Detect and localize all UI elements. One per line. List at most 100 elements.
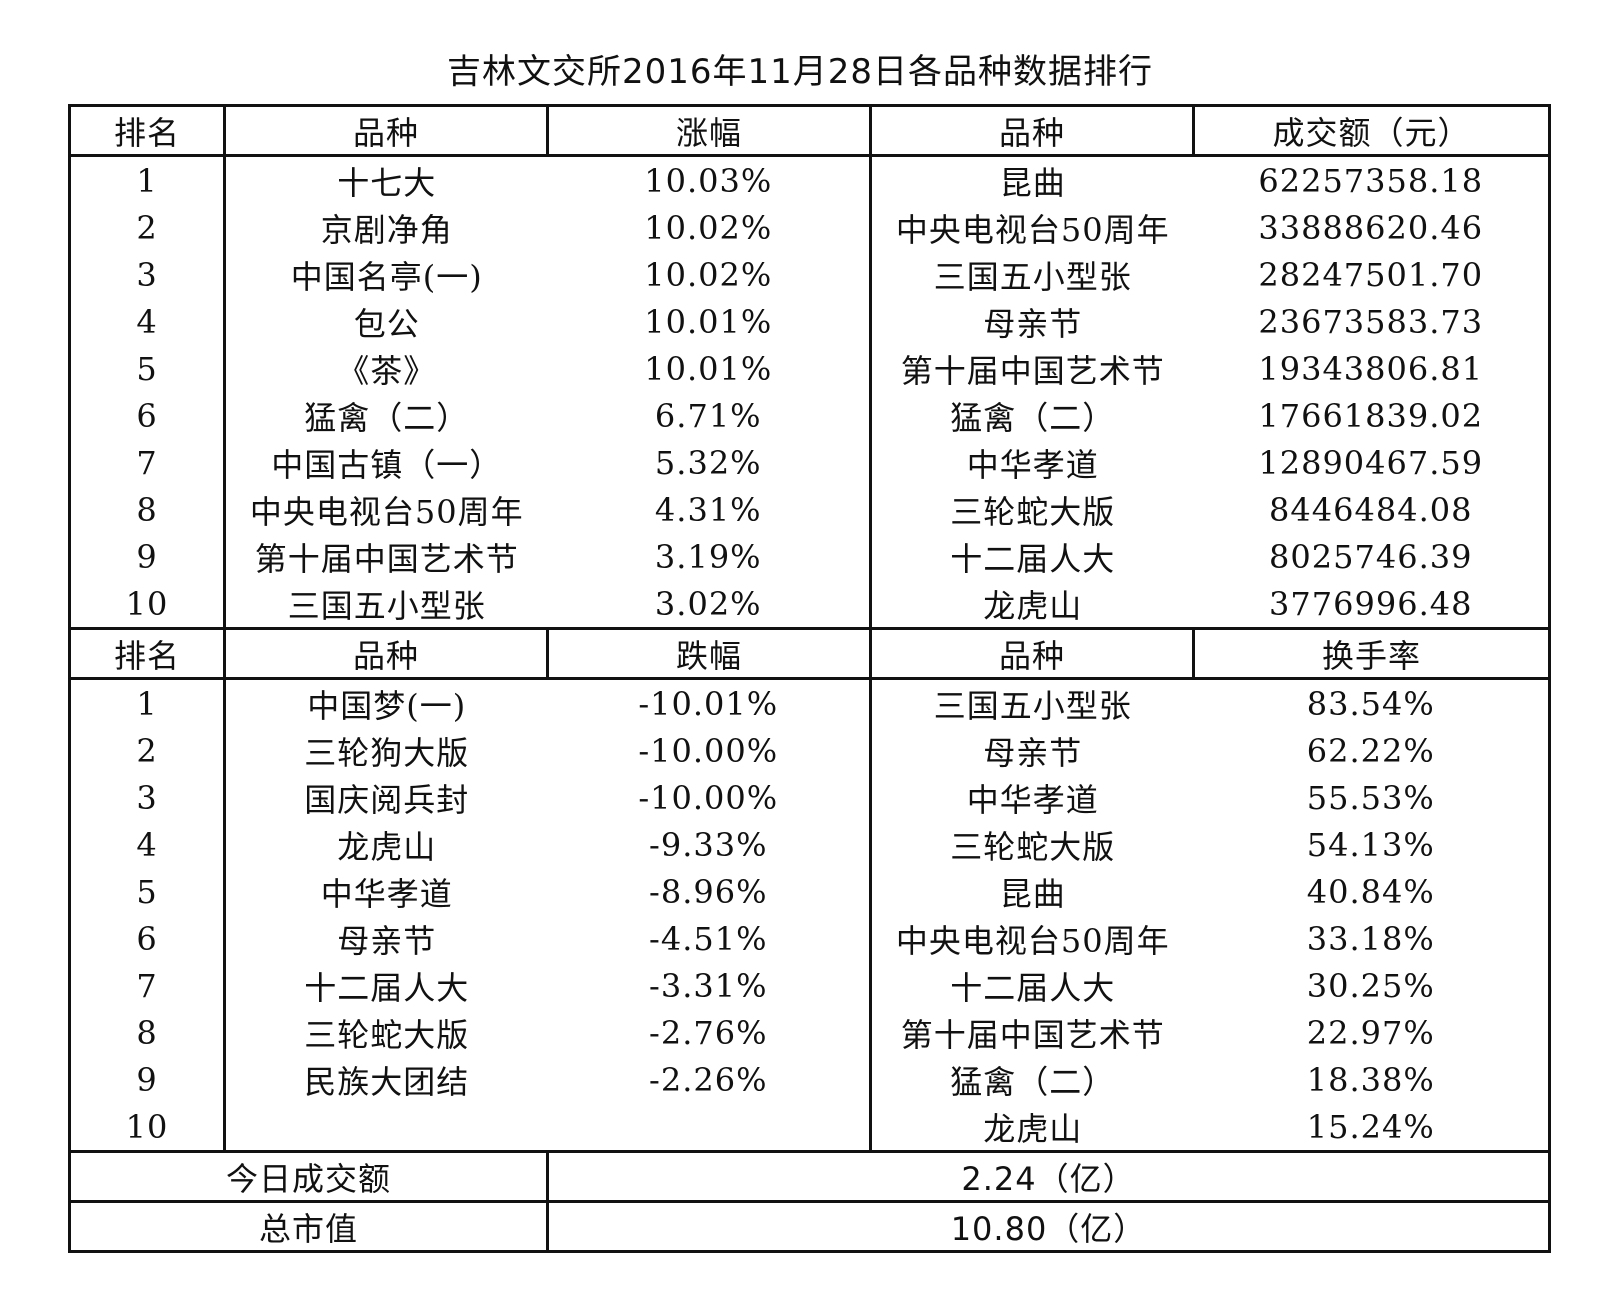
change-cell: 10.03% xyxy=(644,161,773,200)
table-row: 10 龙虎山 15.24% xyxy=(68,1103,1551,1153)
variety-cell: 中国名亭(一) xyxy=(223,251,548,298)
variety-cell: 十二届人大 xyxy=(223,962,548,1009)
value-cell: 33888620.46 xyxy=(1193,204,1551,251)
value-cell: 28247501.70 xyxy=(1193,251,1551,298)
table-row: 7 十二届人大 -3.31% 十二届人大 30.25% xyxy=(68,962,1551,1009)
table-row: 3 中国名亭(一) 10.02% 三国五小型张 28247501.70 xyxy=(68,251,1551,298)
variety-cell: 中华孝道 xyxy=(869,439,1194,486)
summary-value: 10.80（亿） xyxy=(546,1201,1551,1253)
change-cell: 4.31% xyxy=(654,490,762,529)
value-cell: 30.25% xyxy=(1193,962,1551,1009)
variety-cell: 昆曲 xyxy=(869,868,1194,915)
value-cell: 55.53% xyxy=(1193,774,1551,821)
variety-cell: 中央电视台50周年 xyxy=(869,915,1194,962)
value-cell: 40.84% xyxy=(1193,868,1551,915)
change-cell: -2.26% xyxy=(649,1060,768,1099)
rank-cell: 7 xyxy=(68,439,225,486)
rank-cell: 6 xyxy=(68,392,225,439)
summary-value: 2.24（亿） xyxy=(546,1151,1551,1203)
variety-cell: 三轮狗大版 xyxy=(223,727,548,774)
value-cell: 62.22% xyxy=(1193,727,1551,774)
rank-cell: 5 xyxy=(68,868,225,915)
value-header: 成交额（元） xyxy=(1192,104,1551,157)
variety-cell: 中华孝道 xyxy=(869,774,1194,821)
variety-cell: 十二届人大 xyxy=(869,962,1194,1009)
ranking-table-body: 排名 品种 涨幅 品种 成交额（元） 1 十七大 10.03% 昆曲 62257358.18 2 京剧… xyxy=(68,104,1551,1253)
variety-cell: 中央电视台50周年 xyxy=(223,486,548,533)
variety-cell: 母亲节 xyxy=(869,727,1194,774)
table-row: 1 十七大 10.03% 昆曲 62257358.18 xyxy=(68,155,1551,204)
variety-header: 品种 xyxy=(223,104,548,157)
change-cell: -8.96% xyxy=(649,872,768,911)
table-row: 4 龙虎山 -9.33% 三轮蛇大版 54.13% xyxy=(68,821,1551,868)
rank-cell: 8 xyxy=(68,1009,225,1056)
change-cell: -10.00% xyxy=(638,778,779,817)
variety-cell: 三国五小型张 xyxy=(869,251,1194,298)
rank-cell: 3 xyxy=(68,251,225,298)
rank-cell: 5 xyxy=(68,345,225,392)
rank-cell: 2 xyxy=(68,204,225,251)
rank-cell: 7 xyxy=(68,962,225,1009)
rank-cell: 9 xyxy=(68,1056,225,1103)
change-cell: 10.01% xyxy=(644,302,773,341)
variety-cell: 猛禽（二） xyxy=(869,392,1194,439)
variety-cell: 三轮蛇大版 xyxy=(869,486,1194,533)
summary-row: 总市值 10.80（亿） xyxy=(68,1201,1551,1253)
change-cell: 5.32% xyxy=(654,443,762,482)
change-cell: -9.33% xyxy=(649,825,768,864)
variety-cell: 京剧净角 xyxy=(223,204,548,251)
change-cell: 6.71% xyxy=(654,396,762,435)
table-row: 2 三轮狗大版 -10.00% 母亲节 62.22% xyxy=(68,727,1551,774)
variety-cell: 昆曲 xyxy=(869,155,1194,204)
table-row: 5 中华孝道 -8.96% 昆曲 40.84% xyxy=(68,868,1551,915)
variety-cell: 第十届中国艺术节 xyxy=(869,1009,1194,1056)
value-cell: 83.54% xyxy=(1193,678,1551,727)
variety-cell: 三轮蛇大版 xyxy=(869,821,1194,868)
variety-header: 品种 xyxy=(869,104,1194,157)
variety-cell: 中华孝道 xyxy=(223,868,548,915)
rank-cell: 4 xyxy=(68,821,225,868)
change-cell: -4.51% xyxy=(649,919,768,958)
value-cell: 15.24% xyxy=(1193,1103,1551,1153)
table-row: 7 中国古镇（一） 5.32% 中华孝道 12890467.59 xyxy=(68,439,1551,486)
change-cell: 10.02% xyxy=(644,208,773,247)
value-cell: 33.18% xyxy=(1193,915,1551,962)
rank-cell: 1 xyxy=(68,678,225,727)
summary-label: 总市值 xyxy=(68,1201,548,1253)
ranking-table: 排名 品种 涨幅 品种 成交额（元） 1 十七大 10.03% 昆曲 62257358.18 2 京剧… xyxy=(68,104,1551,1253)
rank-cell: 8 xyxy=(68,486,225,533)
variety-cell: 猛禽（二） xyxy=(223,392,548,439)
change-header: 跌幅 xyxy=(546,627,871,680)
value-cell: 19343806.81 xyxy=(1193,345,1551,392)
variety-cell: 中国古镇（一） xyxy=(223,439,548,486)
table-row: 9 民族大团结 -2.26% 猛禽（二） 18.38% xyxy=(68,1056,1551,1103)
rank-cell: 4 xyxy=(68,298,225,345)
value-cell: 18.38% xyxy=(1193,1056,1551,1103)
table-row: 9 第十届中国艺术节 3.19% 十二届人大 8025746.39 xyxy=(68,533,1551,580)
value-cell: 3776996.48 xyxy=(1193,580,1551,630)
variety-cell: 龙虎山 xyxy=(869,1103,1194,1153)
table-row: 1 中国梦(一) -10.01% 三国五小型张 83.54% xyxy=(68,678,1551,727)
variety-cell: 国庆阅兵封 xyxy=(223,774,548,821)
table-row: 4 包公 10.01% 母亲节 23673583.73 xyxy=(68,298,1551,345)
rank-cell: 10 xyxy=(68,580,225,630)
variety-cell: 三国五小型张 xyxy=(869,678,1194,727)
summary-label: 今日成交额 xyxy=(68,1151,548,1203)
variety-cell: 三国五小型张 xyxy=(223,580,548,630)
variety-cell: 十二届人大 xyxy=(869,533,1194,580)
table-row: 3 国庆阅兵封 -10.00% 中华孝道 55.53% xyxy=(68,774,1551,821)
variety-header: 品种 xyxy=(869,627,1194,680)
variety-cell: 龙虎山 xyxy=(869,580,1194,630)
variety-cell: 包公 xyxy=(223,298,548,345)
table-row: 6 猛禽（二） 6.71% 猛禽（二） 17661839.02 xyxy=(68,392,1551,439)
change-header: 涨幅 xyxy=(546,104,871,157)
change-cell: 3.19% xyxy=(654,537,762,576)
table-row: 2 京剧净角 10.02% 中央电视台50周年 33888620.46 xyxy=(68,204,1551,251)
value-cell: 8446484.08 xyxy=(1193,486,1551,533)
rank-cell: 10 xyxy=(68,1103,225,1153)
rank-cell: 3 xyxy=(68,774,225,821)
variety-cell: 猛禽（二） xyxy=(869,1056,1194,1103)
variety-cell: 龙虎山 xyxy=(223,821,548,868)
variety-cell: 《茶》 xyxy=(223,345,548,392)
top-section-header-row: 排名 品种 涨幅 品种 成交额（元） xyxy=(68,104,1551,157)
